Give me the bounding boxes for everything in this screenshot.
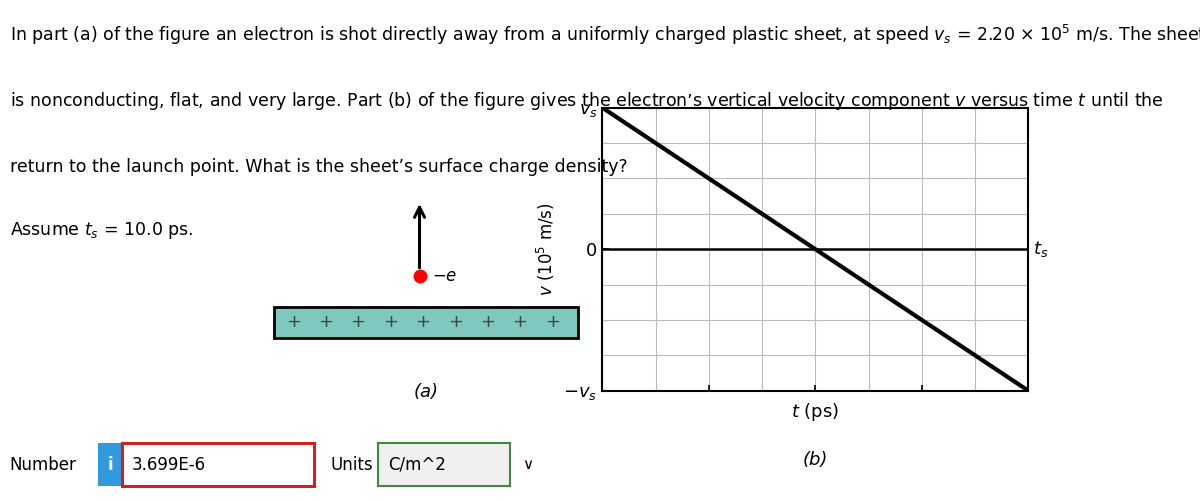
Text: ∨: ∨ [522, 457, 534, 472]
Text: Assume $t_s$ = 10.0 ps.: Assume $t_s$ = 10.0 ps. [10, 220, 193, 241]
Text: +: + [350, 313, 366, 331]
Text: is nonconducting, flat, and very large. Part (b) of the figure gives the electro: is nonconducting, flat, and very large. … [10, 90, 1163, 112]
Y-axis label: $v$ (10$^5$ m/s): $v$ (10$^5$ m/s) [534, 202, 557, 296]
Text: +: + [383, 313, 398, 331]
Text: +: + [318, 313, 334, 331]
Text: In part (a) of the figure an electron is shot directly away from a uniformly cha: In part (a) of the figure an electron is… [10, 23, 1200, 47]
Text: Units: Units [330, 456, 373, 473]
X-axis label: $t$ (ps): $t$ (ps) [791, 401, 840, 423]
Text: $-e$: $-e$ [432, 268, 458, 286]
Text: +: + [512, 313, 528, 331]
Text: +: + [415, 313, 431, 331]
Text: return to the launch point. What is the sheet’s surface charge density?: return to the launch point. What is the … [10, 158, 628, 176]
Text: 3.699E-6: 3.699E-6 [132, 456, 206, 473]
Text: C/m^2: C/m^2 [389, 456, 446, 473]
Text: +: + [448, 313, 463, 331]
Bar [274, 307, 578, 338]
Text: +: + [286, 313, 301, 331]
Text: +: + [545, 313, 560, 331]
Text: i: i [108, 456, 113, 473]
Text: (a): (a) [414, 383, 438, 401]
Text: +: + [480, 313, 496, 331]
Text: $t_s$: $t_s$ [1033, 239, 1048, 259]
Text: Number: Number [10, 456, 77, 473]
Text: (b): (b) [803, 451, 828, 469]
